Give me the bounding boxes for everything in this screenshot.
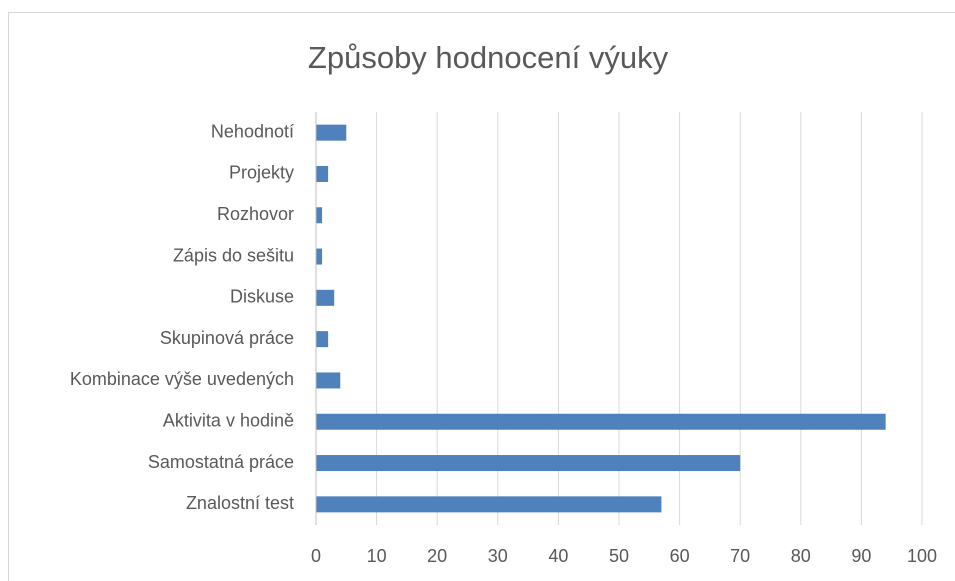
bar (316, 413, 886, 430)
y-tick-label: Samostatná práce (148, 452, 294, 472)
bar (316, 372, 341, 389)
bar (316, 331, 329, 348)
y-tick-label: Znalostní test (186, 493, 294, 513)
bar (316, 124, 347, 141)
y-tick-label: Rozhovor (217, 204, 294, 224)
x-tick-label: 90 (851, 546, 871, 566)
bar (316, 248, 323, 265)
x-tick-label: 60 (670, 546, 690, 566)
x-tick-label: 40 (548, 546, 568, 566)
x-tick-label: 80 (791, 546, 811, 566)
y-tick-label: Aktivita v hodině (163, 411, 294, 431)
x-tick-label: 20 (427, 546, 447, 566)
x-tick-label: 50 (609, 546, 629, 566)
bar (316, 165, 329, 182)
y-tick-label: Diskuse (230, 287, 294, 307)
x-tick-label: 70 (730, 546, 750, 566)
y-tick-label: Zápis do sešitu (173, 245, 294, 265)
x-tick-label: 30 (488, 546, 508, 566)
x-tick-label: 100 (907, 546, 937, 566)
x-tick-label: 10 (367, 546, 387, 566)
y-tick-label: Projekty (229, 163, 294, 183)
y-tick-label: Nehodnotí (211, 121, 294, 141)
bar (316, 207, 323, 224)
bar (316, 496, 662, 513)
bar (316, 455, 741, 472)
chart-title: Způsoby hodnocení výuky (308, 40, 669, 75)
bar (316, 289, 335, 306)
y-tick-label: Skupinová práce (160, 328, 294, 348)
chart-frame (8, 12, 955, 581)
y-tick-label: Kombinace výše uvedených (70, 369, 294, 389)
x-tick-label: 0 (311, 546, 321, 566)
